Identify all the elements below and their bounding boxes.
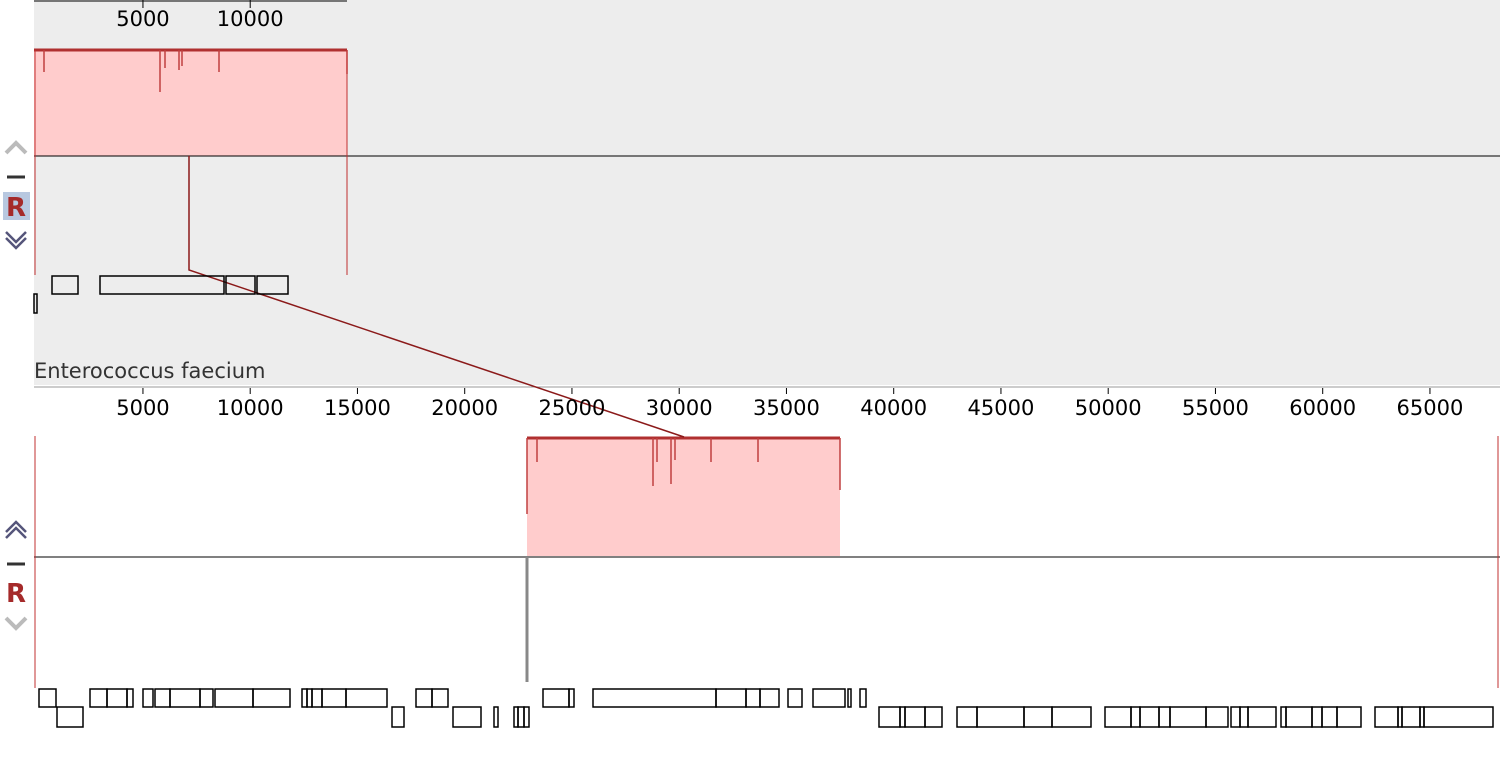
reverse-button[interactable]: R xyxy=(6,579,26,609)
genome-name: Enterococcus faecium xyxy=(34,359,266,383)
gene xyxy=(56,706,84,728)
ruler-label: 35000 xyxy=(753,396,820,420)
lcb-block xyxy=(527,438,840,556)
gene xyxy=(225,275,256,295)
gene xyxy=(787,688,803,708)
gene xyxy=(859,688,867,708)
gene xyxy=(256,275,289,295)
coverage-dips xyxy=(526,438,841,514)
gene xyxy=(345,688,388,708)
gene xyxy=(33,293,38,314)
button-bg xyxy=(3,192,30,220)
ruler-label: 60000 xyxy=(1289,396,1356,420)
ruler-label: 30000 xyxy=(646,396,713,420)
gene xyxy=(452,706,482,728)
ruler-label: 55000 xyxy=(1182,396,1249,420)
ruler-label: 40000 xyxy=(860,396,927,420)
gene xyxy=(1423,706,1494,728)
gene xyxy=(199,688,214,708)
gene xyxy=(1336,706,1362,728)
ruler-label: 10000 xyxy=(217,396,284,420)
gene xyxy=(99,275,225,295)
gene xyxy=(812,688,846,708)
gene xyxy=(1247,706,1277,728)
lcb-block xyxy=(34,50,347,156)
reverse-button[interactable]: R xyxy=(6,193,26,223)
ruler-label: 25000 xyxy=(539,396,606,420)
gene xyxy=(126,688,134,708)
gene xyxy=(523,706,530,728)
gene xyxy=(759,688,780,708)
move-down[interactable] xyxy=(5,231,27,250)
gene xyxy=(1205,706,1229,728)
panel-controls: R R xyxy=(3,140,30,631)
gene xyxy=(568,688,575,708)
move-up[interactable] xyxy=(4,140,28,155)
gene xyxy=(924,706,943,728)
gene xyxy=(38,688,57,708)
ruler-label: 10000 xyxy=(217,7,284,31)
gene xyxy=(142,688,154,708)
ruler-label: 15000 xyxy=(324,396,391,420)
ruler-label: 50000 xyxy=(1075,396,1142,420)
ruler-label: 20000 xyxy=(431,396,498,420)
gene xyxy=(493,706,499,728)
gene xyxy=(391,706,405,728)
move-down[interactable] xyxy=(4,616,28,631)
ruler-label: 5000 xyxy=(116,396,169,420)
ruler-label: 45000 xyxy=(968,396,1035,420)
gene xyxy=(1051,706,1092,728)
lcb-connector xyxy=(188,156,685,438)
gene xyxy=(431,688,449,708)
ruler-label: 65000 xyxy=(1397,396,1464,420)
gene xyxy=(847,688,852,708)
move-up[interactable] xyxy=(5,520,27,539)
gene xyxy=(51,275,79,295)
gene xyxy=(252,688,291,708)
coverage-dips xyxy=(43,50,348,92)
ruler-label: 5000 xyxy=(116,7,169,31)
